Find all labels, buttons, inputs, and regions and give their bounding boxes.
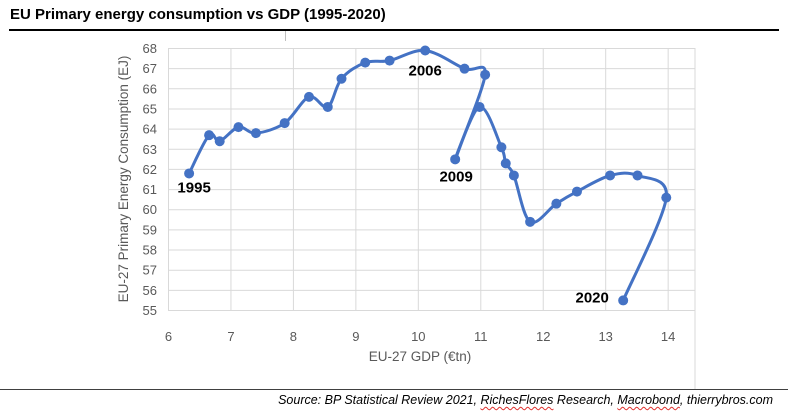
data-point-marker-1995[interactable] (184, 168, 195, 179)
y-axis-title: EU-27 Primary Energy Consumption (EJ) (116, 56, 131, 303)
data-point-marker-1996[interactable] (204, 130, 215, 141)
y-tick-label: 65 (143, 101, 157, 116)
data-point-marker-2005[interactable] (384, 55, 395, 66)
x-tick-label: 13 (598, 329, 612, 344)
y-tick-label: 67 (143, 61, 157, 76)
x-tick-label: 6 (165, 329, 172, 344)
data-point-marker-2002[interactable] (322, 101, 333, 112)
y-tick-label: 57 (143, 263, 157, 278)
data-point-marker-2015[interactable] (551, 198, 562, 209)
y-tick-label: 64 (143, 122, 157, 137)
y-tick-label: 63 (143, 142, 157, 157)
source-text-segment: Source: BP Statistical Review 2021, (278, 393, 481, 407)
data-point-marker-1998[interactable] (233, 122, 244, 133)
data-point-marker-2014[interactable] (525, 216, 536, 227)
data-point-marker-2012[interactable] (500, 158, 511, 169)
x-axis-title: EU-27 GDP (€tn) (369, 349, 472, 364)
y-tick-label: 60 (143, 202, 157, 217)
x-tick-label: 12 (536, 329, 550, 344)
chart-canvas: EU-27 GDP (€tn) EU-27 Primary Energy Con… (116, 41, 696, 389)
data-point-marker-2001[interactable] (304, 91, 315, 102)
source-text-segment: , thierrybros.com (679, 393, 773, 407)
x-tick-label: 9 (352, 329, 359, 344)
data-point-marker-2007[interactable] (459, 63, 470, 74)
data-point-marker-2003[interactable] (336, 73, 347, 84)
footer-divider (0, 389, 788, 390)
plot-border (168, 48, 696, 311)
x-tick-label: 7 (227, 329, 234, 344)
data-point-marker-1999[interactable] (250, 128, 261, 139)
x-tick-label: 11 (474, 329, 488, 344)
x-tick-label: 8 (290, 329, 297, 344)
y-tick-label: 55 (143, 303, 157, 318)
source-text-segment: Research, (553, 393, 618, 407)
data-point-marker-1997[interactable] (214, 136, 225, 147)
data-point-marker-2011[interactable] (496, 142, 507, 153)
annotation-label-2006: 2006 (409, 63, 442, 80)
source-text: Source: BP Statistical Review 2021, Rich… (278, 393, 773, 407)
data-point-marker-2006[interactable] (420, 45, 431, 56)
source-word-spellcheck: RichesFlores (480, 393, 554, 407)
y-tick-label: 62 (143, 162, 157, 177)
y-tick-label: 68 (143, 41, 157, 56)
y-tick-label: 66 (143, 81, 157, 96)
y-tick-label: 58 (143, 243, 157, 258)
data-point-marker-2020[interactable] (618, 295, 629, 306)
y-tick-label: 56 (143, 283, 157, 298)
data-point-marker-2018[interactable] (632, 170, 643, 181)
title-underline (9, 29, 779, 31)
x-tick-label: 14 (661, 329, 675, 344)
data-point-marker-2010[interactable] (474, 101, 485, 112)
data-point-marker-2008[interactable] (480, 69, 491, 80)
data-point-marker-2000[interactable] (279, 118, 290, 129)
page-title: EU Primary energy consumption vs GDP (19… (10, 6, 386, 23)
data-point-marker-2016[interactable] (571, 186, 582, 197)
data-point-marker-2004[interactable] (360, 57, 371, 68)
annotation-label-2020: 2020 (575, 289, 608, 306)
data-point-marker-2013[interactable] (508, 170, 519, 181)
data-point-marker-2017[interactable] (605, 170, 616, 181)
x-tick-label: 10 (411, 329, 425, 344)
table-cell-border-stub (285, 31, 286, 41)
y-tick-label: 61 (143, 182, 157, 197)
y-tick-label: 59 (143, 222, 157, 237)
annotation-label-1995: 1995 (177, 179, 210, 196)
data-point-marker-2009[interactable] (450, 154, 461, 165)
annotation-label-2009: 2009 (439, 168, 472, 185)
data-point-marker-2019[interactable] (661, 192, 672, 203)
source-word-spellcheck: Macrobond (617, 393, 680, 407)
data-series-line (187, 48, 668, 302)
